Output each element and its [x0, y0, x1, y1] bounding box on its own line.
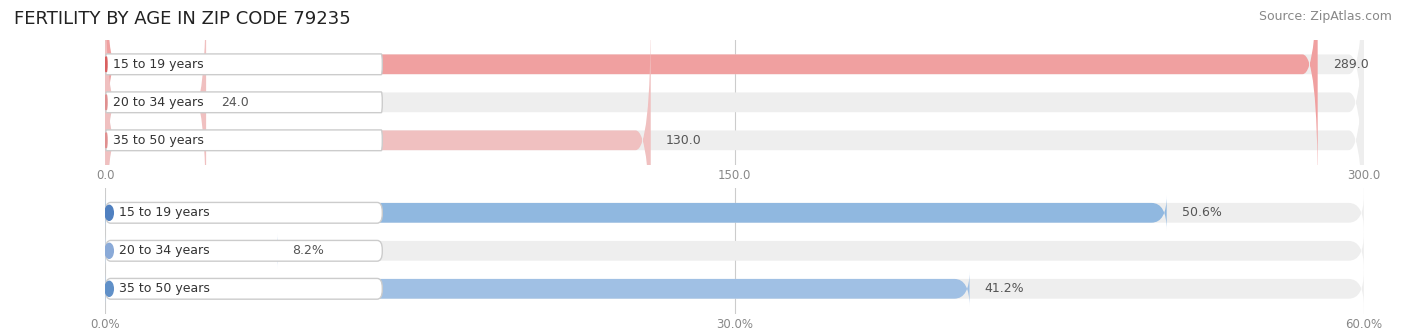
FancyBboxPatch shape: [105, 279, 382, 299]
FancyBboxPatch shape: [105, 241, 382, 261]
FancyBboxPatch shape: [105, 0, 1317, 191]
FancyBboxPatch shape: [105, 271, 1364, 306]
FancyBboxPatch shape: [105, 202, 382, 223]
Text: 20 to 34 years: 20 to 34 years: [114, 96, 204, 109]
FancyBboxPatch shape: [105, 195, 1364, 230]
Text: Source: ZipAtlas.com: Source: ZipAtlas.com: [1258, 10, 1392, 23]
FancyBboxPatch shape: [105, 233, 1364, 268]
Text: 41.2%: 41.2%: [984, 282, 1024, 295]
Text: 15 to 19 years: 15 to 19 years: [120, 206, 209, 219]
FancyBboxPatch shape: [105, 14, 1364, 267]
Circle shape: [105, 133, 107, 148]
Circle shape: [105, 57, 107, 72]
Text: 20 to 34 years: 20 to 34 years: [120, 244, 209, 257]
Circle shape: [105, 281, 114, 296]
FancyBboxPatch shape: [105, 0, 1364, 191]
FancyBboxPatch shape: [105, 54, 382, 75]
FancyBboxPatch shape: [105, 195, 1167, 230]
Text: 8.2%: 8.2%: [292, 244, 325, 257]
Text: 35 to 50 years: 35 to 50 years: [120, 282, 209, 295]
Text: 130.0: 130.0: [666, 134, 702, 147]
Circle shape: [105, 205, 114, 220]
Text: 15 to 19 years: 15 to 19 years: [114, 58, 204, 71]
FancyBboxPatch shape: [105, 14, 651, 267]
FancyBboxPatch shape: [105, 0, 207, 229]
Circle shape: [105, 95, 107, 110]
FancyBboxPatch shape: [105, 0, 1364, 229]
Circle shape: [105, 243, 114, 258]
Text: 35 to 50 years: 35 to 50 years: [114, 134, 204, 147]
FancyBboxPatch shape: [105, 271, 970, 306]
Text: FERTILITY BY AGE IN ZIP CODE 79235: FERTILITY BY AGE IN ZIP CODE 79235: [14, 10, 352, 28]
FancyBboxPatch shape: [105, 130, 382, 151]
Text: 24.0: 24.0: [221, 96, 249, 109]
FancyBboxPatch shape: [105, 92, 382, 113]
Text: 289.0: 289.0: [1333, 58, 1368, 71]
Text: 50.6%: 50.6%: [1182, 206, 1222, 219]
FancyBboxPatch shape: [105, 233, 277, 268]
